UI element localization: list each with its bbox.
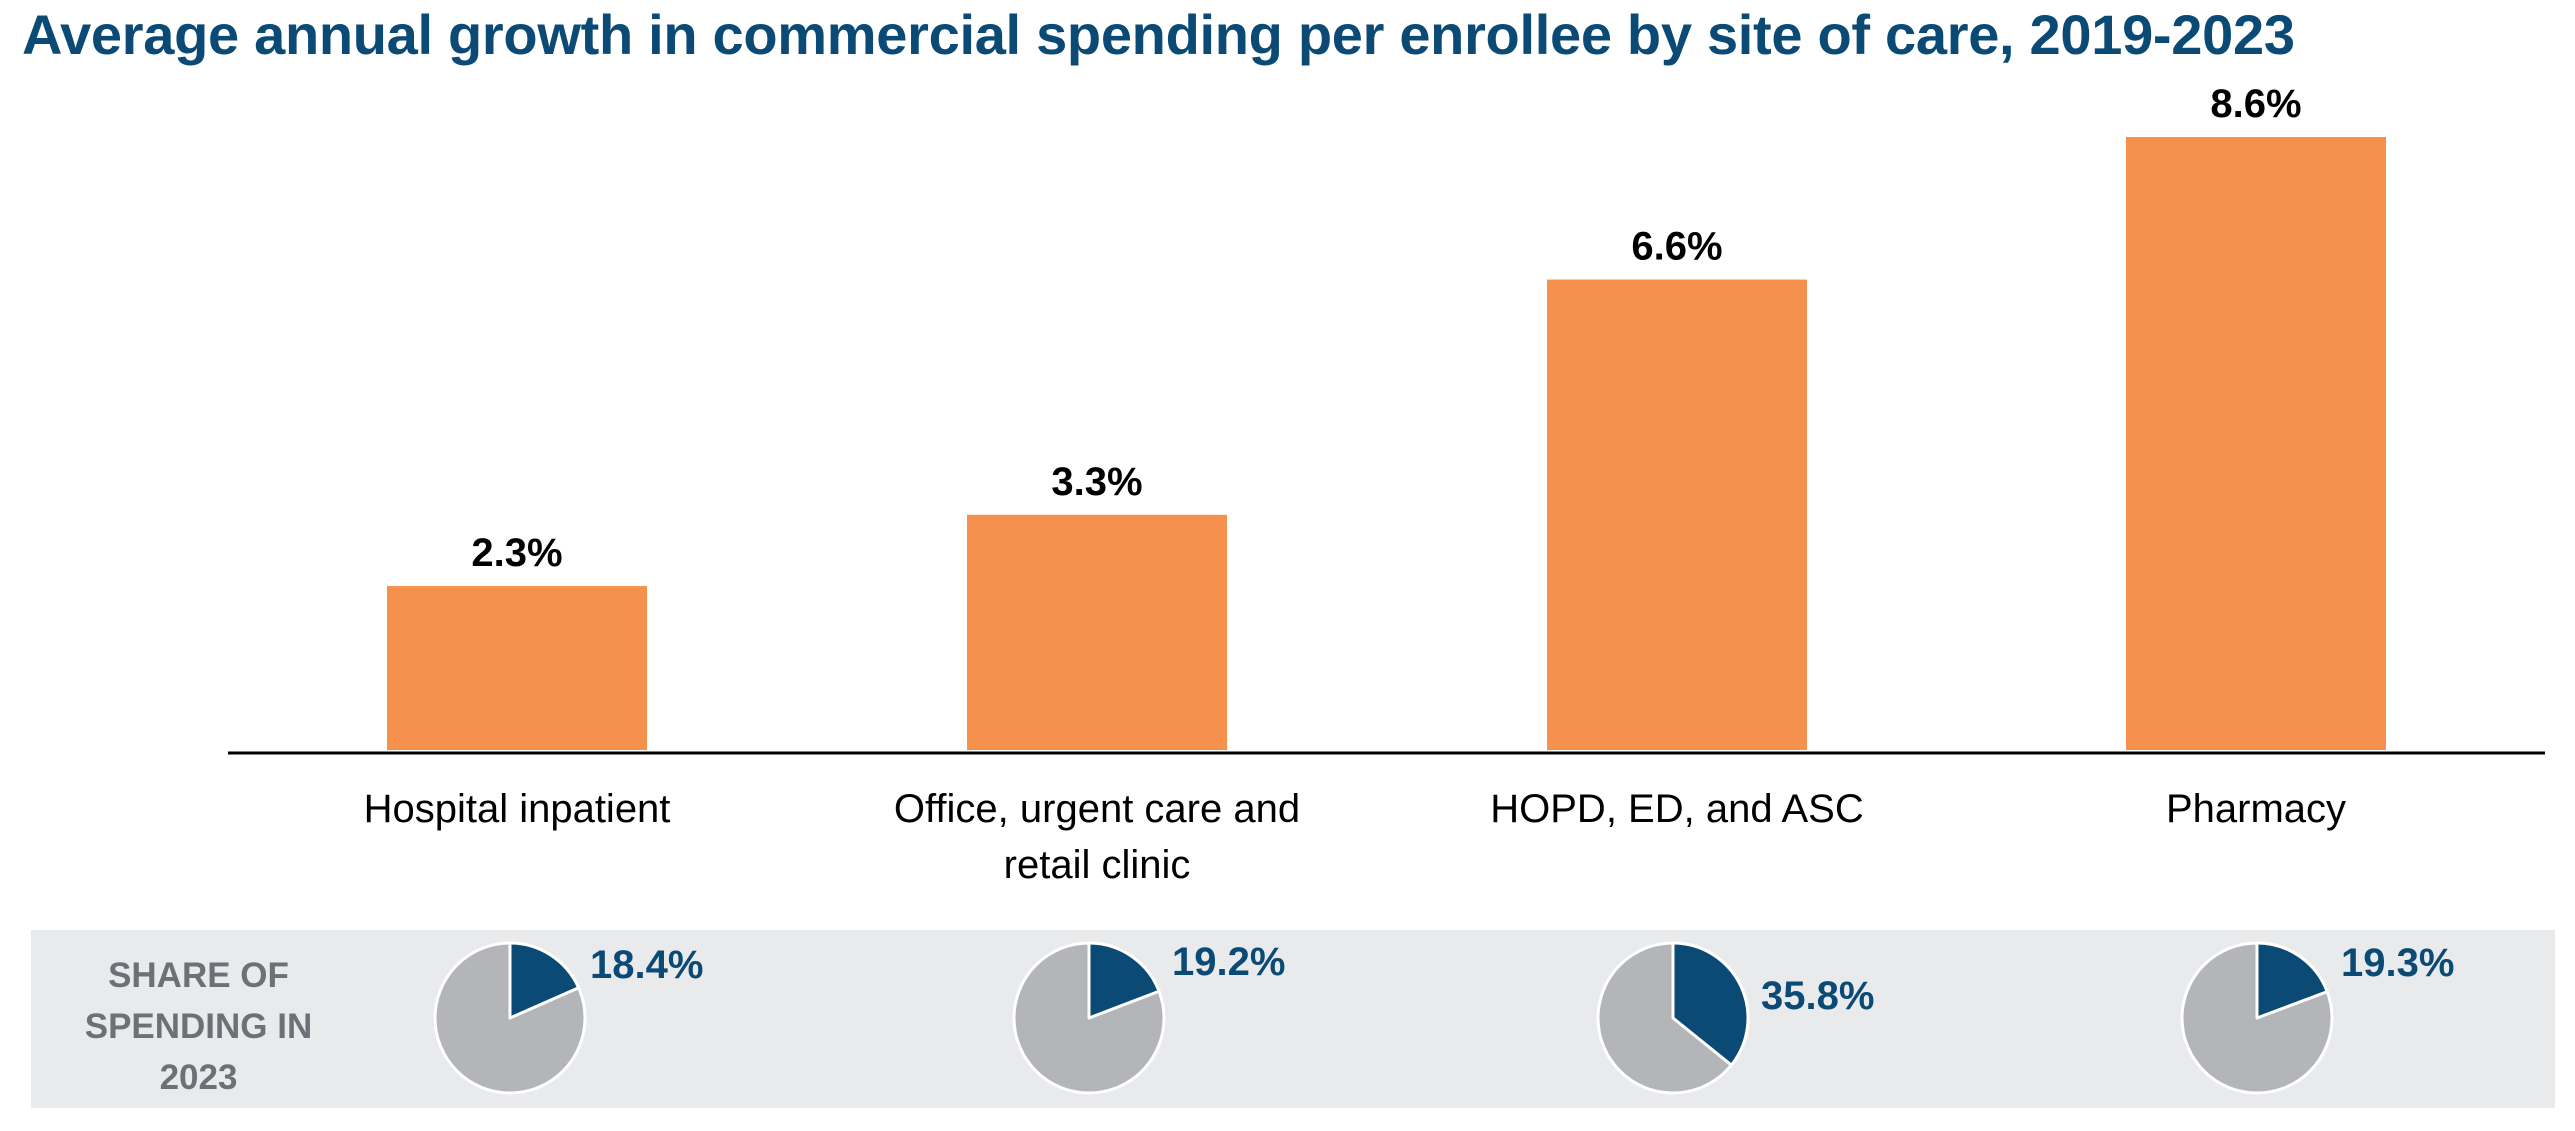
pie-slice — [2255, 941, 2329, 1020]
share-heading-line: 2023 — [159, 1058, 238, 1097]
category-label: retail clinic — [1004, 843, 1191, 887]
category-label: Hospital inpatient — [364, 787, 671, 831]
pie-share-label: 35.8% — [1761, 974, 1874, 1018]
chart-title: Average annual growth in commercial spen… — [22, 3, 2295, 66]
bar — [1547, 279, 1807, 750]
pie-slice — [1671, 941, 1750, 1067]
pie-slice — [508, 941, 581, 1020]
pie-share-label: 18.4% — [590, 943, 703, 987]
share-heading-line: SHARE OF — [108, 956, 289, 995]
bar-value-label: 2.3% — [471, 531, 562, 575]
share-heading-line: SPENDING IN — [84, 1007, 313, 1046]
category-label: HOPD, ED, and ASC — [1490, 787, 1863, 831]
category-label: Office, urgent care and — [894, 787, 1300, 831]
category-label: Pharmacy — [2166, 787, 2346, 831]
bar — [2126, 137, 2386, 751]
pie-share-label: 19.2% — [1172, 940, 1285, 984]
pie-share-label: 19.3% — [2341, 941, 2454, 985]
share-heading: SHARE OF SPENDING IN 2023 — [66, 950, 331, 1103]
bar — [967, 514, 1227, 750]
bar-value-label: 3.3% — [1051, 460, 1142, 504]
bar-chart: 2.3% 3.3% 6.6% 8.6% Hospital inpatient Offic… — [228, 82, 2545, 887]
bar-value-label: 8.6% — [2210, 82, 2301, 126]
bar-value-label: 6.6% — [1631, 225, 1722, 269]
bar — [387, 586, 647, 750]
pie-slice — [1087, 941, 1161, 1020]
